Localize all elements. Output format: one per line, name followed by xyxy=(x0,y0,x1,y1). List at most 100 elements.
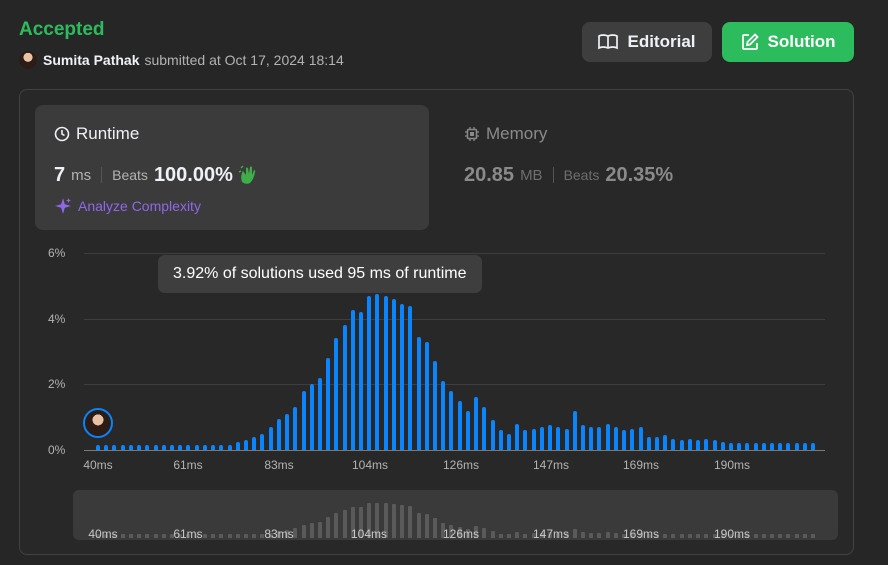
distribution-bar[interactable] xyxy=(145,445,150,450)
distribution-bar[interactable] xyxy=(211,445,216,450)
distribution-bar[interactable] xyxy=(433,361,438,450)
distribution-bar[interactable] xyxy=(112,445,117,450)
runtime-card[interactable]: Runtime 7 ms Beats 100.00% Analyze Compl… xyxy=(35,105,429,230)
distribution-bar[interactable] xyxy=(622,430,627,450)
user-avatar[interactable] xyxy=(19,51,37,69)
runtime-unit: ms xyxy=(71,166,92,184)
distribution-bar[interactable] xyxy=(186,445,191,450)
distribution-bar[interactable] xyxy=(227,445,232,450)
distribution-bar[interactable] xyxy=(498,430,503,450)
distribution-bar[interactable] xyxy=(556,427,561,450)
distribution-bar[interactable] xyxy=(482,407,487,450)
distribution-bar[interactable] xyxy=(120,445,125,450)
distribution-bar[interactable] xyxy=(285,413,290,450)
distribution-bar[interactable] xyxy=(605,423,610,450)
distribution-bar[interactable] xyxy=(523,430,528,450)
distribution-bar[interactable] xyxy=(424,341,429,450)
distribution-bar[interactable] xyxy=(811,443,816,450)
distribution-bar[interactable] xyxy=(178,445,183,450)
user-name-link[interactable]: Sumita Pathak xyxy=(43,52,140,68)
distribution-bar[interactable] xyxy=(646,436,651,450)
distribution-bar[interactable] xyxy=(580,425,585,450)
distribution-bar[interactable] xyxy=(301,390,306,450)
distribution-bar[interactable] xyxy=(663,435,668,450)
distribution-bar[interactable] xyxy=(638,427,643,450)
distribution-bar[interactable] xyxy=(375,294,380,450)
distribution-bar[interactable] xyxy=(531,428,536,450)
distribution-bar[interactable] xyxy=(326,358,331,450)
distribution-bar[interactable] xyxy=(104,445,109,450)
memory-card[interactable]: Memory 20.85 MB Beats 20.35% xyxy=(445,105,839,230)
distribution-bar[interactable] xyxy=(400,303,405,450)
distribution-bar[interactable] xyxy=(728,443,733,450)
distribution-bar[interactable] xyxy=(720,441,725,450)
distribution-bar[interactable] xyxy=(778,443,783,450)
x-tick-label: 169ms xyxy=(622,458,660,472)
distribution-bar[interactable] xyxy=(786,443,791,450)
distribution-bar[interactable] xyxy=(391,298,396,450)
range-overview-scrollbar[interactable] xyxy=(73,490,838,540)
distribution-bar[interactable] xyxy=(671,438,676,450)
distribution-bar[interactable] xyxy=(153,445,158,450)
analyze-complexity-link[interactable]: Analyze Complexity xyxy=(54,197,201,215)
distribution-bar[interactable] xyxy=(441,381,446,450)
distribution-bar[interactable] xyxy=(770,443,775,450)
distribution-bar[interactable] xyxy=(194,445,199,450)
distribution-bar[interactable] xyxy=(564,428,569,450)
distribution-bar[interactable] xyxy=(383,295,388,450)
distribution-bar[interactable] xyxy=(490,420,495,450)
distribution-bar[interactable] xyxy=(654,436,659,450)
distribution-bar[interactable] xyxy=(696,440,701,450)
distribution-bar[interactable] xyxy=(276,418,281,450)
distribution-bar[interactable] xyxy=(342,325,347,450)
editorial-button[interactable]: Editorial xyxy=(582,22,712,62)
distribution-bar[interactable] xyxy=(589,427,594,450)
distribution-bar[interactable] xyxy=(548,425,553,450)
distribution-bar[interactable] xyxy=(687,438,692,450)
distribution-bar[interactable] xyxy=(317,377,322,450)
distribution-bar[interactable] xyxy=(457,400,462,450)
distribution-bar[interactable] xyxy=(161,445,166,450)
distribution-bar[interactable] xyxy=(507,433,511,450)
distribution-bar[interactable] xyxy=(408,305,413,450)
distribution-bar[interactable] xyxy=(630,428,635,450)
distribution-bar[interactable] xyxy=(449,390,454,450)
distribution-bar[interactable] xyxy=(597,427,602,450)
distribution-bar[interactable] xyxy=(416,336,421,450)
edit-icon xyxy=(741,33,759,50)
distribution-bar[interactable] xyxy=(539,427,544,450)
distribution-bar[interactable] xyxy=(235,441,240,450)
distribution-bar[interactable] xyxy=(761,443,766,450)
distribution-bar[interactable] xyxy=(137,445,142,450)
distribution-bar[interactable] xyxy=(753,443,758,450)
distribution-bar[interactable] xyxy=(613,427,618,450)
distribution-bar[interactable] xyxy=(737,443,742,450)
distribution-bar[interactable] xyxy=(252,436,257,450)
distribution-bar[interactable] xyxy=(309,384,314,450)
distribution-bar[interactable] xyxy=(572,410,577,450)
distribution-bar[interactable] xyxy=(219,445,224,450)
distribution-bar[interactable] xyxy=(367,295,372,450)
distribution-bar[interactable] xyxy=(474,397,479,450)
distribution-bar[interactable] xyxy=(679,440,684,450)
distribution-bar[interactable] xyxy=(350,310,355,450)
distribution-bar[interactable] xyxy=(268,427,273,450)
distribution-bar[interactable] xyxy=(704,438,709,450)
distribution-bar[interactable] xyxy=(515,423,520,450)
my-submission-marker[interactable] xyxy=(83,408,113,438)
distribution-bar[interactable] xyxy=(128,445,133,450)
distribution-bar[interactable] xyxy=(293,407,298,450)
distribution-bar[interactable] xyxy=(465,410,470,450)
solution-button[interactable]: Solution xyxy=(722,22,854,62)
distribution-bar[interactable] xyxy=(334,338,339,450)
distribution-bar[interactable] xyxy=(169,445,174,450)
distribution-bar[interactable] xyxy=(802,443,807,450)
distribution-bar[interactable] xyxy=(96,445,100,450)
distribution-bar[interactable] xyxy=(243,440,248,450)
distribution-bar[interactable] xyxy=(202,445,207,450)
distribution-bar[interactable] xyxy=(260,433,265,450)
distribution-bar[interactable] xyxy=(712,440,717,450)
distribution-bar[interactable] xyxy=(359,312,364,450)
distribution-bar[interactable] xyxy=(794,443,799,450)
distribution-bar[interactable] xyxy=(745,443,750,450)
